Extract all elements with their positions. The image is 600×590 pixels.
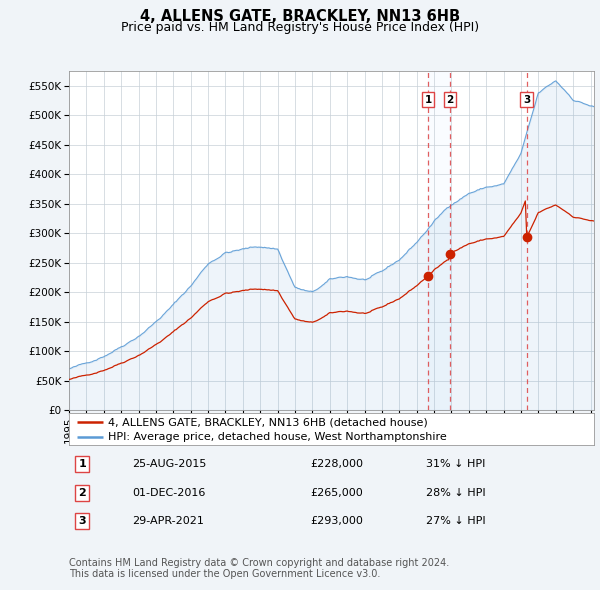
Text: 1: 1	[78, 459, 86, 469]
Text: £293,000: £293,000	[311, 516, 364, 526]
Bar	[428, 71, 450, 410]
Text: Contains HM Land Registry data © Crown copyright and database right 2024.
This d: Contains HM Land Registry data © Crown c…	[69, 558, 449, 579]
Text: 2: 2	[446, 94, 454, 104]
Text: £228,000: £228,000	[311, 459, 364, 469]
Text: 28% ↓ HPI: 28% ↓ HPI	[426, 488, 485, 498]
Text: £265,000: £265,000	[311, 488, 363, 498]
Text: 1: 1	[424, 94, 431, 104]
Text: HPI: Average price, detached house, West Northamptonshire: HPI: Average price, detached house, West…	[109, 432, 447, 442]
Text: 01-DEC-2016: 01-DEC-2016	[132, 488, 205, 498]
Text: 25-AUG-2015: 25-AUG-2015	[132, 459, 206, 469]
Text: 4, ALLENS GATE, BRACKLEY, NN13 6HB: 4, ALLENS GATE, BRACKLEY, NN13 6HB	[140, 9, 460, 24]
Text: 3: 3	[79, 516, 86, 526]
Text: 31% ↓ HPI: 31% ↓ HPI	[426, 459, 485, 469]
Text: 4, ALLENS GATE, BRACKLEY, NN13 6HB (detached house): 4, ALLENS GATE, BRACKLEY, NN13 6HB (deta…	[109, 417, 428, 427]
Text: 3: 3	[523, 94, 530, 104]
Text: Price paid vs. HM Land Registry's House Price Index (HPI): Price paid vs. HM Land Registry's House …	[121, 21, 479, 34]
Text: 29-APR-2021: 29-APR-2021	[132, 516, 204, 526]
Text: 27% ↓ HPI: 27% ↓ HPI	[426, 516, 485, 526]
Text: 2: 2	[78, 488, 86, 498]
